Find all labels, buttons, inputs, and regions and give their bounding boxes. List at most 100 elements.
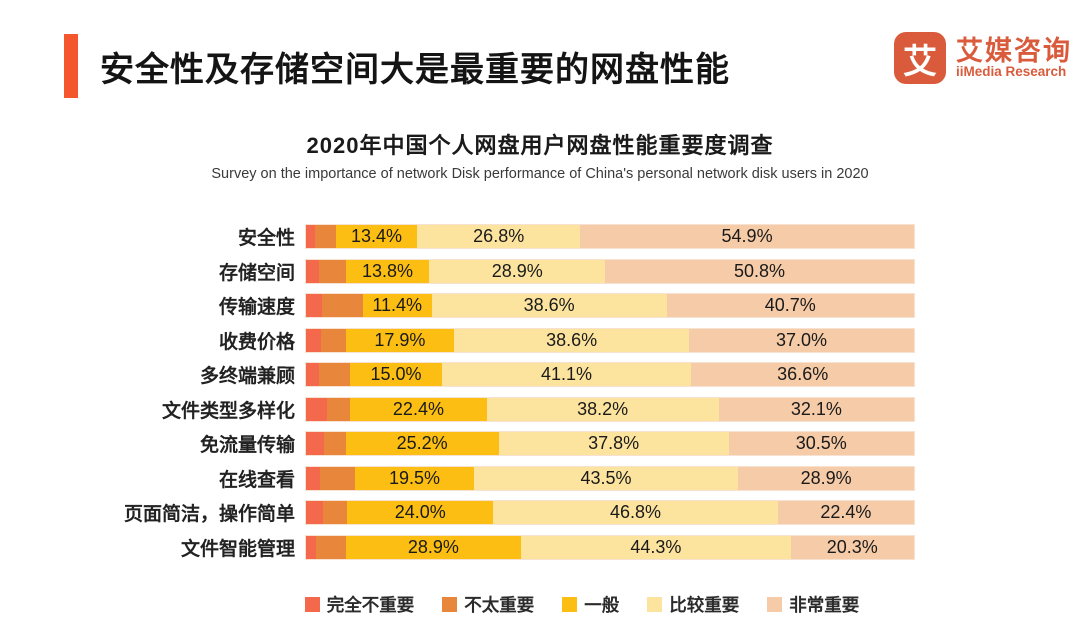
bar-track: 13.8% 28.9% 50.8% [305, 258, 915, 284]
category-label: 传输速度 [218, 297, 295, 318]
bar-segment: 19.5% [355, 466, 474, 490]
category-label: 文件智能管理 [180, 538, 295, 560]
category-label: 免流量传输 [199, 435, 295, 456]
bar-segment [320, 328, 346, 352]
bar-segment: 11.4% [362, 294, 432, 317]
segment-value-label: 54.9% [721, 226, 773, 246]
bar-segment: 54.9% [580, 225, 914, 248]
chart-row: 在线查看 19.5% 43.5% 28.9% [63, 465, 915, 491]
segment-value-label: 13.4% [350, 226, 403, 246]
chart-row: 存储空间 13.8% 28.9% 50.8% [63, 258, 915, 284]
chart-title: 2020年中国个人网盘用户网盘性能重要度调查 [306, 133, 774, 158]
category-label: 在线查看 [218, 469, 295, 491]
bar-segment [315, 535, 346, 559]
header: 安全性及存储空间大是最重要的网盘性能 [64, 34, 730, 98]
segment-value-label: 40.7% [764, 295, 816, 315]
bar-segment: 46.8% [493, 501, 778, 524]
segment-value-label: 25.2% [396, 433, 448, 453]
bar-segment [323, 501, 348, 524]
bar-segment: 13.4% [335, 225, 418, 248]
bar-segment: 36.6% [691, 363, 914, 386]
category-label: 收费价格 [218, 331, 295, 353]
legend-item: 比较重要 [647, 592, 739, 617]
segment-value-label: 17.9% [374, 329, 426, 350]
legend-label: 非常重要 [789, 595, 860, 615]
segment-value-label: 50.8% [734, 260, 786, 281]
page-title: 安全性及存储空间大是最重要的网盘性能 [100, 50, 730, 89]
legend-item: 不太重要 [442, 592, 534, 617]
bar-segment: 17.9% [345, 328, 455, 352]
segment-value-label: 36.6% [777, 364, 829, 384]
segment-value-label: 43.5% [580, 467, 632, 488]
bar-segment: 50.8% [605, 259, 914, 283]
segment-value-label: 24.0% [394, 502, 446, 522]
segment-value-label: 37.0% [775, 329, 828, 350]
bar-segment [319, 259, 346, 283]
bar-segment: 43.5% [473, 466, 739, 490]
category-label: 文件类型多样化 [161, 400, 295, 422]
bar-segment [306, 397, 328, 421]
bar-segment: 38.6% [431, 294, 667, 317]
chart-row: 多终端兼顾 15.0% 41.1% 36.6% [63, 362, 915, 387]
bar-segment: 22.4% [777, 501, 914, 524]
bar-segment [306, 432, 324, 455]
segment-value-label: 26.8% [473, 226, 525, 246]
chart-subtitle: Survey on the importance of network Disk… [211, 166, 869, 182]
bar-track: 11.4% 38.6% 40.7% [305, 293, 915, 318]
segment-value-label: 38.2% [577, 398, 629, 419]
bar-segment [306, 535, 316, 559]
bar-segment: 13.8% [345, 259, 430, 283]
segment-value-label: 46.8% [609, 502, 662, 522]
bar-segment: 22.4% [350, 397, 487, 421]
bar-segment [306, 294, 322, 317]
category-label: 多终端兼顾 [199, 366, 295, 387]
bar-track: 13.4% 26.8% 54.9% [305, 224, 915, 249]
chart-row: 文件智能管理 28.9% 44.3% 20.3% [63, 534, 915, 560]
title-accent-bar [64, 34, 78, 98]
segment-value-label: 32.1% [790, 398, 842, 419]
chart-row: 安全性 13.4% 26.8% 54.9% [63, 224, 915, 249]
bar-segment: 20.3% [790, 535, 914, 559]
bar-segment: 28.9% [345, 535, 522, 559]
bar-segment: 41.1% [441, 363, 692, 386]
bar-track: 25.2% 37.8% 30.5% [305, 431, 915, 456]
chart-legend: 完全不重要 不太重要 一般 比较重要 非常重要 [42, 592, 1080, 617]
segment-value-label: 28.9% [491, 260, 543, 281]
category-label: 存储空间 [218, 262, 295, 284]
bar-segment [319, 466, 356, 490]
bar-segment: 28.9% [429, 259, 606, 283]
bar-segment: 15.0% [350, 363, 442, 386]
bar-segment [318, 363, 351, 386]
legend-swatch [304, 597, 320, 612]
segment-value-label: 38.6% [523, 295, 575, 315]
legend-item: 完全不重要 [304, 592, 415, 617]
segment-value-label: 19.5% [388, 467, 441, 488]
legend-swatch [767, 597, 783, 612]
segment-value-label: 11.4% [372, 295, 423, 315]
logo-name-en: iiMedia Research [956, 64, 1067, 80]
segment-value-label: 22.4% [820, 502, 872, 522]
legend-label: 完全不重要 [326, 595, 415, 615]
bar-segment [306, 328, 321, 352]
bar-segment [306, 363, 319, 386]
legend-label: 一般 [584, 595, 620, 615]
legend-label: 不太重要 [464, 595, 535, 615]
legend-item: 一般 [562, 592, 619, 617]
segment-value-label: 30.5% [795, 433, 847, 453]
bar-segment: 28.9% [738, 466, 914, 490]
bar-track: 15.0% 41.1% 36.6% [305, 362, 915, 387]
bar-segment [314, 225, 336, 248]
bar-segment: 37.0% [689, 328, 914, 352]
bar-segment: 30.5% [728, 432, 914, 455]
category-label: 页面简洁，操作简单 [123, 504, 295, 525]
segment-value-label: 38.6% [546, 329, 598, 350]
category-label: 安全性 [237, 228, 295, 249]
segment-value-label: 44.3% [630, 536, 682, 557]
segment-value-label: 28.9% [800, 467, 852, 488]
logo-text: 艾媒咨询 iiMedia Research [956, 36, 1072, 80]
segment-value-label: 13.8% [361, 260, 413, 281]
bar-segment [306, 259, 320, 283]
chart-row: 传输速度 11.4% 38.6% 40.7% [63, 293, 915, 318]
legend-swatch [562, 597, 578, 612]
